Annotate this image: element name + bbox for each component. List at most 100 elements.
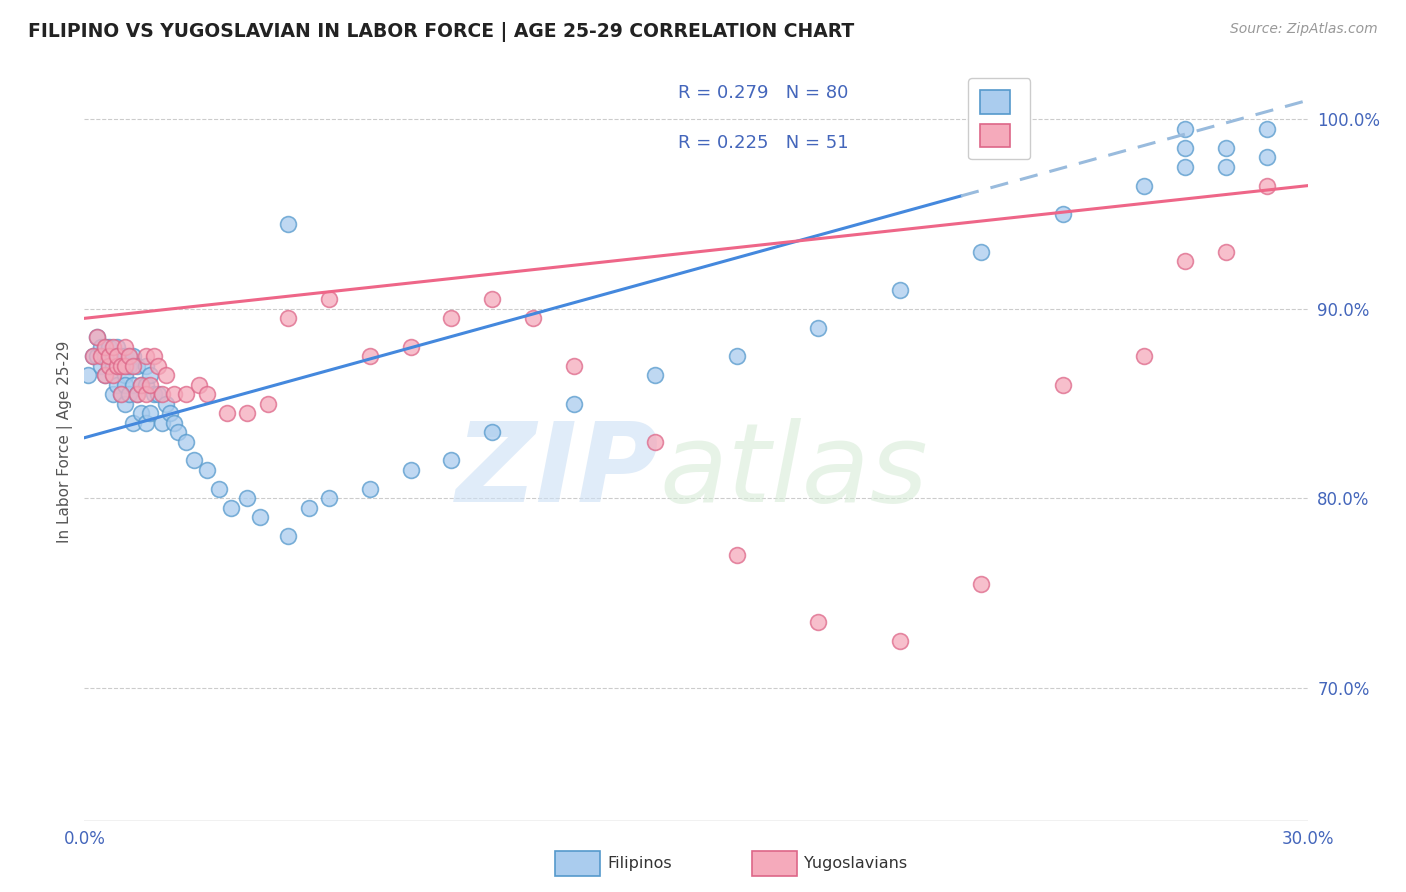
Point	[155, 397, 177, 411]
Point	[97, 340, 120, 354]
Point	[105, 340, 128, 354]
Point	[146, 359, 169, 373]
Point	[101, 368, 124, 383]
Point	[97, 359, 120, 373]
Point	[110, 359, 132, 373]
Point	[114, 359, 136, 373]
Point	[114, 397, 136, 411]
Point	[1133, 349, 1156, 363]
Point	[807, 320, 830, 334]
Point	[82, 349, 104, 363]
Point	[236, 491, 259, 506]
Point	[86, 330, 108, 344]
Point	[257, 397, 280, 411]
Point	[359, 482, 381, 496]
Point	[114, 377, 136, 392]
Point	[105, 349, 128, 363]
Point	[135, 349, 157, 363]
Point	[1174, 160, 1197, 174]
Point	[970, 576, 993, 591]
Point	[118, 349, 141, 363]
Point	[318, 491, 340, 506]
Point	[138, 406, 160, 420]
Point	[118, 349, 141, 363]
Point	[481, 293, 503, 307]
Point	[183, 453, 205, 467]
Point	[118, 387, 141, 401]
Point	[105, 359, 128, 373]
Point	[90, 349, 112, 363]
Point	[440, 311, 463, 326]
Point	[93, 340, 115, 354]
Point	[97, 349, 120, 363]
Point	[122, 377, 145, 392]
Point	[135, 416, 157, 430]
Point	[195, 387, 218, 401]
Point	[644, 434, 666, 449]
Text: FILIPINO VS YUGOSLAVIAN IN LABOR FORCE | AGE 25-29 CORRELATION CHART: FILIPINO VS YUGOSLAVIAN IN LABOR FORCE |…	[28, 22, 855, 42]
Point	[101, 359, 124, 373]
Point	[167, 425, 190, 439]
Point	[1174, 121, 1197, 136]
Text: Source: ZipAtlas.com: Source: ZipAtlas.com	[1230, 22, 1378, 37]
Point	[93, 368, 115, 383]
Point	[219, 500, 242, 515]
Y-axis label: In Labor Force | Age 25-29: In Labor Force | Age 25-29	[58, 341, 73, 542]
Point	[110, 349, 132, 363]
Point	[440, 453, 463, 467]
Point	[101, 349, 124, 363]
Point	[122, 349, 145, 363]
Point	[90, 359, 112, 373]
Point	[481, 425, 503, 439]
Text: Yugoslavians: Yugoslavians	[804, 856, 907, 871]
Point	[105, 349, 128, 363]
Point	[236, 406, 259, 420]
Point	[174, 434, 197, 449]
Point	[155, 368, 177, 383]
Point	[1052, 377, 1074, 392]
Point	[127, 387, 149, 401]
Point	[562, 359, 585, 373]
Point	[217, 406, 239, 420]
Point	[889, 283, 911, 297]
Point	[122, 359, 145, 373]
Point	[163, 416, 186, 430]
Point	[1256, 121, 1278, 136]
Point	[93, 340, 115, 354]
Point	[105, 359, 128, 373]
Point	[889, 633, 911, 648]
Point	[86, 349, 108, 363]
Point	[131, 406, 153, 420]
Point	[1215, 244, 1237, 259]
Point	[135, 359, 157, 373]
Point	[101, 368, 124, 383]
Point	[110, 359, 132, 373]
Text: Filipinos: Filipinos	[607, 856, 672, 871]
Point	[138, 368, 160, 383]
Point	[970, 244, 993, 259]
Point	[399, 463, 422, 477]
Point	[114, 368, 136, 383]
Point	[1256, 150, 1278, 164]
Point	[105, 377, 128, 392]
Point	[77, 368, 100, 383]
Point	[1215, 141, 1237, 155]
Text: ZIP: ZIP	[456, 418, 659, 525]
Point	[725, 349, 748, 363]
Point	[110, 387, 132, 401]
Point	[277, 217, 299, 231]
Point	[399, 340, 422, 354]
Point	[146, 387, 169, 401]
Point	[298, 500, 321, 515]
Point	[90, 340, 112, 354]
Point	[318, 293, 340, 307]
Point	[1215, 160, 1237, 174]
Point	[135, 387, 157, 401]
Point	[93, 368, 115, 383]
Point	[97, 349, 120, 363]
Point	[1174, 254, 1197, 268]
Point	[97, 359, 120, 373]
Text: R = 0.279   N = 80: R = 0.279 N = 80	[678, 84, 848, 102]
Point	[150, 387, 173, 401]
Point	[208, 482, 231, 496]
